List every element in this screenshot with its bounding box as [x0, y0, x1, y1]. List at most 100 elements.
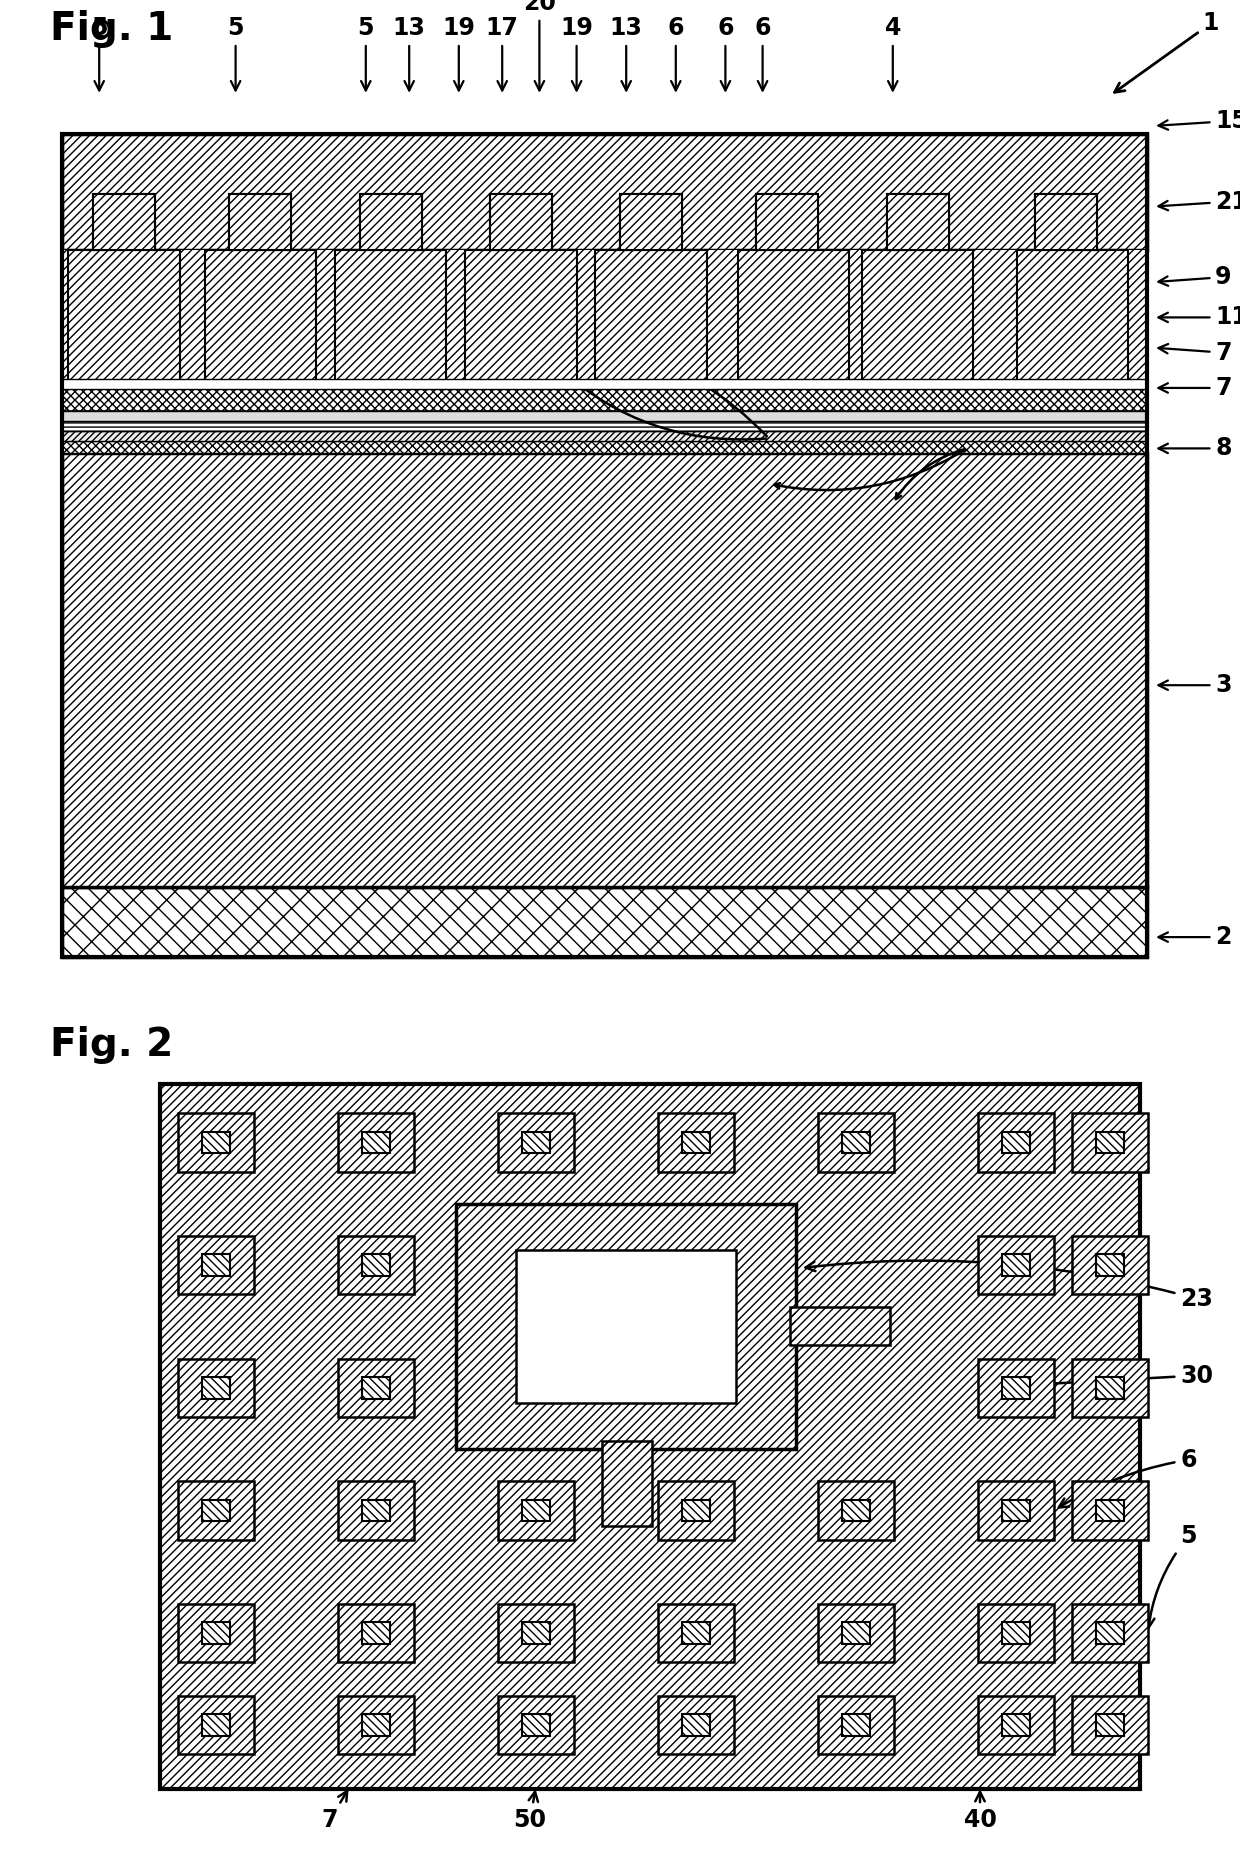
Bar — [658, 1696, 734, 1754]
Bar — [658, 1482, 734, 1539]
Bar — [362, 1254, 391, 1276]
Bar — [1096, 1254, 1123, 1276]
Bar — [62, 431, 1147, 442]
Bar — [682, 1500, 711, 1521]
Bar — [1002, 1254, 1030, 1276]
Bar — [620, 194, 682, 250]
Bar — [179, 1114, 254, 1172]
Bar — [62, 886, 1147, 957]
Bar — [202, 1500, 229, 1521]
Bar — [62, 431, 1147, 442]
Bar — [202, 1715, 229, 1735]
Bar — [498, 1114, 574, 1172]
Text: 6: 6 — [754, 17, 771, 90]
Bar — [1002, 1500, 1030, 1521]
Text: 17: 17 — [486, 17, 518, 90]
Bar — [1073, 1358, 1148, 1416]
Bar — [490, 194, 552, 250]
Text: 5: 5 — [1145, 1525, 1197, 1627]
Text: 5: 5 — [357, 17, 374, 90]
Bar — [522, 1133, 551, 1153]
Text: 50: 50 — [513, 1791, 547, 1832]
Bar — [490, 194, 552, 250]
Bar — [1096, 1500, 1123, 1521]
Text: 40: 40 — [963, 1791, 997, 1832]
Bar — [202, 1622, 229, 1644]
Text: 20: 20 — [523, 0, 556, 90]
Bar — [498, 1482, 574, 1539]
Bar — [1073, 1482, 1148, 1539]
Bar — [842, 1500, 870, 1521]
Text: 3: 3 — [1158, 674, 1231, 698]
Bar — [160, 1084, 1140, 1789]
Bar — [456, 1204, 796, 1450]
Bar — [229, 194, 291, 250]
Bar — [978, 1696, 1054, 1754]
Bar — [1017, 250, 1128, 381]
Bar — [818, 1114, 894, 1172]
Bar — [1002, 1622, 1030, 1644]
Text: 6: 6 — [667, 17, 684, 90]
Bar — [202, 1133, 229, 1153]
Bar — [842, 1715, 870, 1735]
Bar — [818, 1696, 894, 1754]
Bar — [1096, 1715, 1123, 1735]
Bar — [620, 194, 682, 250]
Bar — [339, 1235, 414, 1295]
Bar — [1096, 1254, 1123, 1276]
Text: 11: 11 — [1158, 306, 1240, 330]
Bar — [842, 1133, 870, 1153]
Bar — [62, 442, 1147, 453]
Bar — [62, 250, 1147, 381]
Bar — [1073, 1482, 1148, 1539]
Bar — [738, 250, 849, 381]
Text: 9: 9 — [1158, 265, 1231, 289]
Bar — [62, 379, 1147, 388]
Bar — [978, 1358, 1054, 1416]
Bar — [62, 453, 1147, 886]
Bar — [62, 886, 1147, 957]
Bar — [658, 1605, 734, 1663]
Bar — [360, 194, 422, 250]
Bar — [1073, 1114, 1148, 1172]
Bar — [978, 1696, 1054, 1754]
Bar — [1096, 1715, 1123, 1735]
Bar — [595, 250, 707, 381]
Bar — [1002, 1500, 1030, 1521]
Bar — [62, 411, 1147, 422]
Bar — [179, 1358, 254, 1416]
Bar — [339, 1605, 414, 1663]
Bar — [1073, 1114, 1148, 1172]
Bar — [498, 1605, 574, 1663]
Bar — [339, 1114, 414, 1172]
Bar — [978, 1605, 1054, 1663]
Bar — [62, 134, 1147, 250]
Bar — [362, 1622, 391, 1644]
Bar — [360, 194, 422, 250]
Bar — [756, 194, 818, 250]
Bar — [1035, 194, 1097, 250]
Bar — [1096, 1133, 1123, 1153]
Bar — [1073, 1358, 1148, 1416]
Bar — [1096, 1622, 1123, 1644]
Bar — [362, 1377, 391, 1398]
Text: 8: 8 — [1158, 437, 1231, 461]
Bar — [658, 1605, 734, 1663]
Bar — [887, 194, 949, 250]
Bar — [339, 1358, 414, 1416]
Bar — [658, 1482, 734, 1539]
Text: 23: 23 — [806, 1261, 1213, 1312]
Text: 5: 5 — [91, 17, 108, 90]
Bar — [522, 1500, 551, 1521]
Bar — [887, 194, 949, 250]
Bar — [205, 250, 316, 381]
Bar — [229, 194, 291, 250]
Text: 1: 1 — [1115, 11, 1219, 91]
Bar — [202, 1377, 229, 1398]
Bar — [62, 442, 1147, 453]
Bar — [862, 250, 973, 381]
Bar — [790, 1306, 890, 1345]
Bar — [790, 1306, 890, 1345]
Bar — [62, 250, 1147, 381]
Bar — [362, 1133, 391, 1153]
